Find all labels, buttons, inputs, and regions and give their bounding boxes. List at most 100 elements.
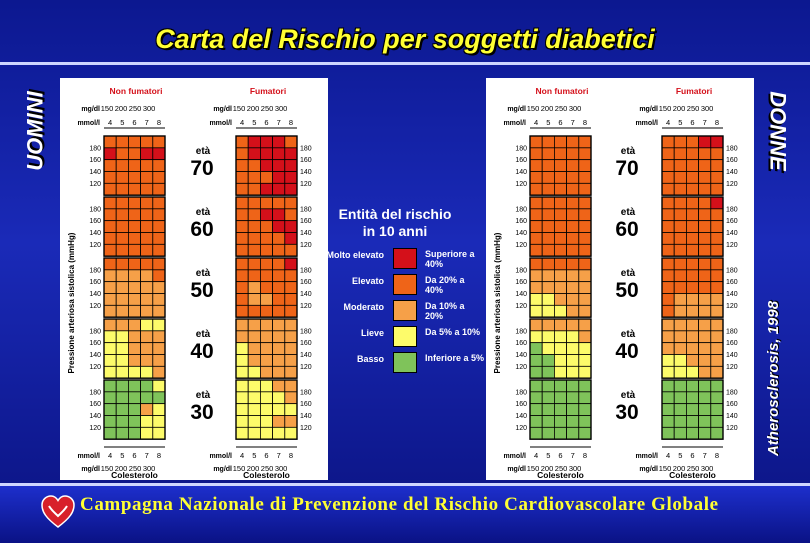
men-non-sbp-4-0: 180 <box>89 389 101 396</box>
men-non-cell-age30-r3-c4 <box>152 415 166 428</box>
women-smk-cell-age30-r4-c2 <box>685 426 699 440</box>
women-non-cell-age70-r2-c1 <box>541 159 555 172</box>
women-non-cell-age30-r0-c4 <box>578 379 592 393</box>
women-non-cell-age50-r0-c1 <box>541 257 555 271</box>
men-smk-cell-age60-r2-c3 <box>272 220 286 233</box>
men-smk-sbp-0-1: 160 <box>300 157 312 164</box>
women-non-cell-age50-r4-c1 <box>541 304 555 318</box>
men-non-cell-age40-r4-c2 <box>128 365 142 379</box>
women-non-cell-age30-r0-c3 <box>566 379 580 393</box>
men-smk-block-frame-0 <box>235 135 298 196</box>
men-smk-cell-age30-r3-c0 <box>235 415 249 428</box>
men-non-cell-age40-r0-c1 <box>115 318 129 332</box>
men-non-cell-age40-r0-c3 <box>140 318 154 332</box>
men-smk-cell-age40-r3-c3 <box>272 354 286 367</box>
men-smk-cell-age30-r3-c3 <box>272 415 286 428</box>
men-non-cell-age30-r1-c1 <box>115 391 129 405</box>
women-smk-cell-age30-r0-c4 <box>710 379 724 393</box>
women-non-cell-age40-r3-c1 <box>541 354 555 367</box>
women-smk-cell-age40-r2-c3 <box>698 342 712 355</box>
women-smk-chol-mmol-bottom-3: 7 <box>703 451 707 460</box>
men-non-cell-age40-r1-c2 <box>128 330 142 344</box>
men-smk-chol-mmol-bottom-3: 7 <box>277 451 281 460</box>
men-smk-sbp-0-0: 180 <box>300 145 312 152</box>
women-smk-cell-age40-r0-c1 <box>673 318 687 332</box>
men-non-cell-age70-r4-c1 <box>115 182 129 196</box>
women-smk-cell-age50-r1-c3 <box>698 269 712 283</box>
men-non-block-frame-0 <box>103 135 166 196</box>
women-smk-cell-age50-r4-c4 <box>710 304 724 318</box>
women-non-cell-age50-r0-c3 <box>566 257 580 271</box>
men-smk-xlabel: Colesterolo <box>243 470 290 480</box>
women-smk-cell-age30-r3-c3 <box>698 415 712 428</box>
men-non-cell-age50-r4-c0 <box>103 304 117 318</box>
men-non-chol-mgdl-top-3: 300 <box>143 104 156 113</box>
women-chart-panel: Non fumatori Fumatori mg/dl mmol/l mmol/l mg/… <box>486 78 754 480</box>
women-smk-cell-age50-r3-c2 <box>685 293 699 306</box>
women-smk-cell-age70-r0-c0 <box>661 135 675 149</box>
men-smk-cell-age70-r4-c3 <box>272 182 286 196</box>
women-smk-cell-age70-r3-c4 <box>710 171 724 184</box>
women-smk-cell-age60-r1-c2 <box>685 208 699 222</box>
men-non-cell-age40-r3-c2 <box>128 354 142 367</box>
women-non-cell-age50-r2-c3 <box>566 281 580 294</box>
legend-desc-1: Da 20% a 40% <box>425 275 465 295</box>
legend-title: Entità del rischio in 10 anni <box>320 206 470 240</box>
men-smk-cell-age30-r2-c0 <box>235 403 249 416</box>
men-non-chol-mmol-bottom-1: 5 <box>120 451 124 460</box>
women-smk-cell-age40-r0-c3 <box>698 318 712 332</box>
men-non-cell-age30-r1-c0 <box>103 391 117 405</box>
men-smk-cell-age40-r3-c1 <box>247 354 261 367</box>
women-non-cell-age70-r0-c3 <box>566 135 580 149</box>
women-non-cell-age30-r3-c3 <box>566 415 580 428</box>
men-non-cell-age30-r0-c1 <box>115 379 129 393</box>
men-smk-chol-mmol-top-3: 7 <box>277 118 281 127</box>
men-smk-cell-age50-r0-c0 <box>235 257 249 271</box>
men-non-cell-age70-r0-c3 <box>140 135 154 149</box>
men-smk-chol-mmol-top-1: 5 <box>252 118 256 127</box>
men-smk-cell-age60-r0-c3 <box>272 196 286 210</box>
women-non-block-frame-0 <box>529 135 592 196</box>
women-non-cell-age30-r1-c0 <box>529 391 543 405</box>
men-smk-cell-age40-r0-c3 <box>272 318 286 332</box>
women-smk-cell-age50-r0-c0 <box>661 257 675 271</box>
men-smk-sbp-2-0: 180 <box>300 267 312 274</box>
women-non-cell-age30-r4-c3 <box>566 426 580 440</box>
women-smk-cell-age60-r3-c0 <box>661 232 675 245</box>
men-non-cell-age40-r2-c3 <box>140 342 154 355</box>
women-non-cell-age70-r0-c4 <box>578 135 592 149</box>
women-non-xlabel: Colesterolo <box>537 470 584 480</box>
women-smk-chol-mmol-top-1: 5 <box>678 118 682 127</box>
women-non-cell-age60-r2-c1 <box>541 220 555 233</box>
men-smk-chol-mgdl-bottom-2: 250 <box>261 464 274 473</box>
women-smk-cell-age30-r4-c3 <box>698 426 712 440</box>
women-non-cell-age50-r3-c4 <box>578 293 592 306</box>
women-smk-cell-age50-r4-c3 <box>698 304 712 318</box>
legend-swatch-3 <box>393 326 417 347</box>
women-smk-cell-age30-r2-c1 <box>673 403 687 416</box>
women-non-cell-age50-r3-c3 <box>566 293 580 306</box>
women-smk-block-frame-0 <box>661 135 724 196</box>
men-non-cell-age60-r4-c4 <box>152 243 166 257</box>
men-smk-cell-age70-r3-c2 <box>259 171 273 184</box>
men-non-sbp-4-2: 140 <box>89 413 101 420</box>
men-non-cell-age30-r4-c3 <box>140 426 154 440</box>
women-non-chol-mmol-bottom-4: 8 <box>583 451 587 460</box>
women-non-cell-age60-r4-c3 <box>566 243 580 257</box>
women-non-sbp-1-2: 140 <box>515 230 527 237</box>
women-non-cell-age70-r0-c0 <box>529 135 543 149</box>
women-smk-cell-age50-r2-c4 <box>710 281 724 294</box>
men-smk-cell-age30-r1-c1 <box>247 391 261 405</box>
women-smk-cell-age30-r4-c0 <box>661 426 675 440</box>
men-smk-chol-mmol-bottom-1: 5 <box>252 451 256 460</box>
men-non-cell-age50-r1-c0 <box>103 269 117 283</box>
legend-title-line1: Entità del rischio <box>338 206 452 222</box>
women-non-cell-age40-r1-c4 <box>578 330 592 344</box>
women-smk-cell-age30-r3-c2 <box>685 415 699 428</box>
men-non-cell-age40-r2-c0 <box>103 342 117 355</box>
men-smk-cell-age40-r2-c4 <box>284 342 298 355</box>
women-smk-cell-age70-r2-c0 <box>661 159 675 172</box>
men-smk-sbp-2-1: 160 <box>300 279 312 286</box>
legend-desc-3: Da 5% a 10% <box>425 327 481 337</box>
women-non-cell-age50-r4-c3 <box>566 304 580 318</box>
